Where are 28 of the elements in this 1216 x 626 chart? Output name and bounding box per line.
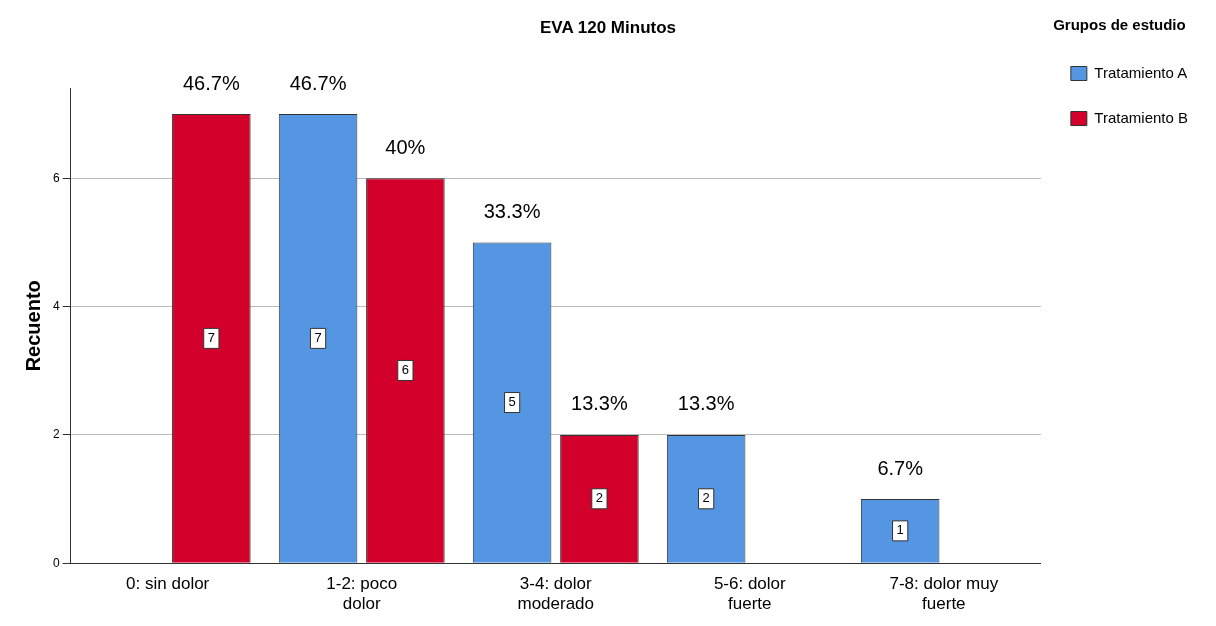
data-label: 5: [508, 394, 516, 410]
annotation: 6.7%: [877, 456, 924, 479]
data-label: 2: [702, 490, 710, 506]
x-tick-label: 0: sin dolor: [126, 574, 210, 594]
legend-title: Grupos de estudio: [1053, 15, 1186, 33]
annotation: 13.3%: [677, 392, 735, 415]
legend-label: Tratamiento B: [1094, 108, 1189, 126]
y-axis-title: Recuento: [21, 280, 44, 372]
data-label: 1: [896, 522, 904, 538]
annotation: 46.7%: [182, 71, 240, 94]
legend-label: Tratamiento A: [1094, 63, 1188, 81]
annotation: 13.3%: [571, 392, 628, 415]
data-label: 6: [401, 362, 409, 378]
x-tick-label: 5-6: dolor fuerte: [713, 574, 787, 614]
y-tick-label: 6: [52, 170, 60, 185]
y-tick-label: 4: [52, 298, 60, 313]
y-tick-label: 2: [52, 427, 60, 442]
annotation: 40%: [385, 135, 426, 158]
annotation: 46.7%: [289, 71, 347, 94]
annotation: 33.3%: [483, 199, 541, 222]
y-tick-label: 0: [52, 555, 60, 570]
x-tick-label: 1-2: poco dolor: [326, 574, 398, 614]
data-label: 2: [595, 490, 604, 506]
data-label: 7: [314, 329, 322, 345]
chart-title: EVA 120 Minutos: [539, 17, 677, 37]
x-tick-label: 3-4: dolor moderado: [517, 574, 595, 614]
x-tick-label: 7-8: dolor muy fuerte: [889, 574, 999, 614]
data-label: 7: [207, 329, 215, 345]
